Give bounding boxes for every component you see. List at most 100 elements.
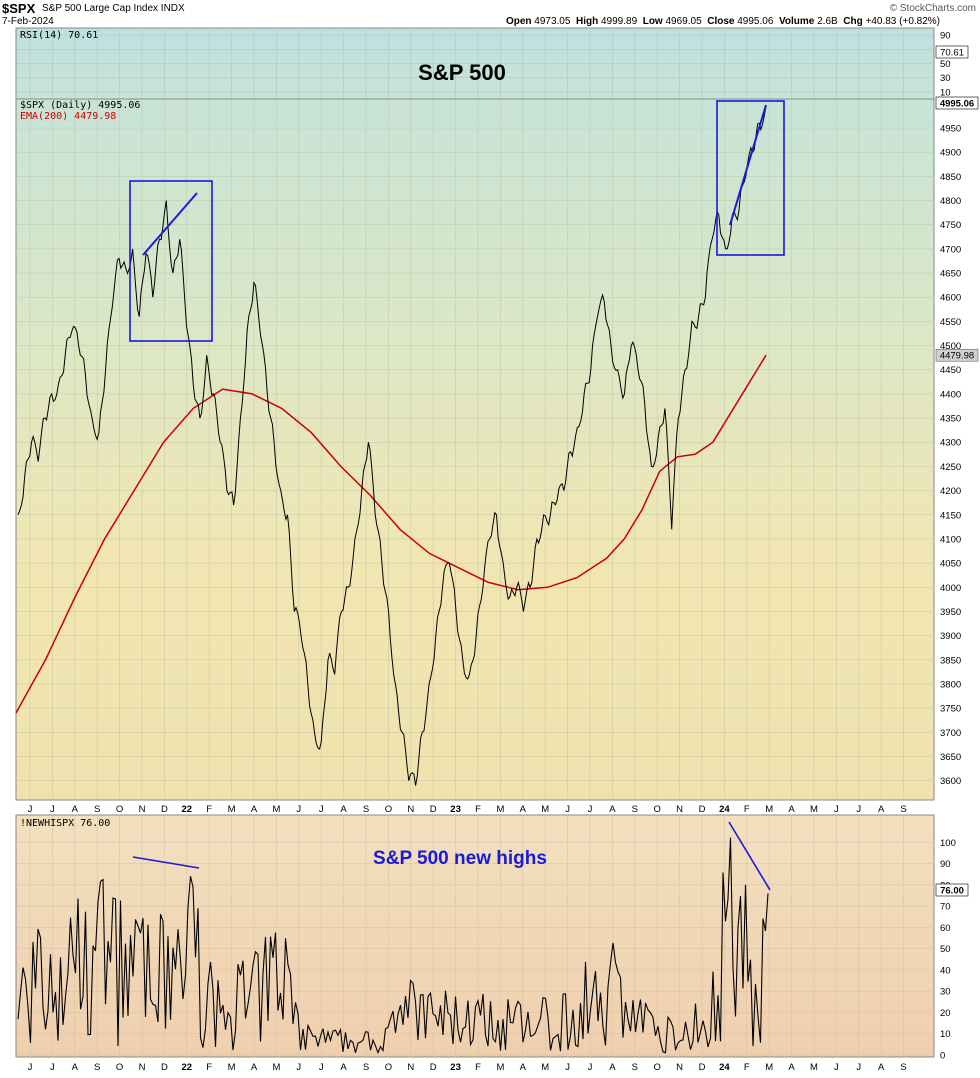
new-highs-x-tick: O [654,1062,661,1073]
rsi-y-tick: 10 [940,87,951,98]
new-highs-legend: !NEWHISPX 76.00 [20,818,110,829]
ema-legend: EMA(200) 4479.98 [20,111,116,122]
new-highs-x-tick: A [340,1062,347,1073]
last-price-box [935,96,979,110]
new-highs-x-tick: M [272,1062,280,1073]
new-highs-x-tick: J [856,1062,861,1073]
new-highs-y-tick: 40 [940,965,951,976]
price-y-tick: 4150 [940,510,961,521]
price-x-tick: M [765,804,773,815]
price-x-tick: D [430,804,437,815]
annotation-trendline-2021 [142,192,198,256]
price-x-tick: S [632,804,638,815]
volume-label: Volume [778,16,815,27]
rsi-y-tick: 90 [940,31,951,42]
price-x-tick: J [834,804,839,815]
new-highs-x-tick: 24 [719,1062,730,1073]
new-highs-x-tick: J [319,1062,324,1073]
new-highs-y-tick: 10 [940,1029,951,1040]
new-highs-x-tick: A [520,1062,527,1073]
price-y-tick: 4200 [940,486,961,497]
new-highs-y-tick: 90 [940,859,951,870]
last-price-label: 4995.06 [940,99,974,110]
new-highs-x-tick: M [496,1062,504,1073]
price-y-tick: 4900 [940,148,961,159]
last-ema-label: 4479.98 [940,351,974,362]
ema-200-line [15,354,767,714]
new-highs-x-tick: N [676,1062,683,1073]
price-x-tick: A [609,804,616,815]
new-highs-y-tick: 0 [940,1051,945,1062]
chart-date: 7-Feb-2024 [2,16,54,27]
price-x-tick: D [699,804,706,815]
price-x-tick: S [363,804,369,815]
chg-value: +40.83 (+0.82%) [865,16,941,27]
price-x-tick: J [50,804,55,815]
price-y-tick: 4800 [940,196,961,207]
price-x-tick: J [296,804,301,815]
annotation-trendline-2024 [729,104,767,226]
price-x-tick: M [228,804,236,815]
new-highs-x-tick: D [161,1062,168,1073]
rsi-value-box [935,45,969,59]
new-highs-x-tick: A [609,1062,616,1073]
new-highs-x-tick: J [834,1062,839,1073]
price-y-tick: 3600 [940,776,961,787]
price-y-tick: 3650 [940,752,961,763]
price-x-tick: A [251,804,258,815]
price-y-tick: 4100 [940,534,961,545]
price-y-tick: 3900 [940,631,961,642]
price-y-tick: 4700 [940,244,961,255]
rsi-value-label: 70.61 [940,48,964,59]
price-x-tick: N [407,804,414,815]
price-x-axis: J J A S O N D 22 F M A M J J A S O N D 23 F M A M J J A S O N D 24 F M A M J… [28,804,907,815]
rsi-y-tick: 50 [940,59,951,70]
price-y-tick: 3850 [940,655,961,666]
new-highs-value-box [935,883,969,897]
new-highs-x-tick: M [541,1062,549,1073]
rsi-legend: RSI(14) 70.61 [20,30,98,41]
new-highs-x-tick: F [744,1062,750,1073]
price-x-tick: A [878,804,885,815]
sp500-title-annotation: S&P 500 [418,60,506,85]
price-x-tick: O [385,804,392,815]
price-x-tick: J [565,804,570,815]
new-highs-x-tick: M [228,1062,236,1073]
price-y-tick: 4050 [940,559,961,570]
price-y-tick: 4850 [940,172,961,183]
rsi-y-tick: 30 [940,73,951,84]
new-highs-x-tick: F [475,1062,481,1073]
price-y-tick: 3750 [940,704,961,715]
price-x-tick: S [900,804,906,815]
price-x-tick: O [116,804,123,815]
price-x-tick: O [654,804,661,815]
price-grid [16,99,934,800]
new-highs-x-tick: 23 [450,1062,461,1073]
price-panel-bg [15,98,935,801]
price-x-tick: J [856,804,861,815]
high-label: High [576,16,599,27]
low-label: Low [642,16,663,27]
price-line [17,106,767,786]
new-highs-line [17,837,769,1055]
new-highs-x-tick: A [788,1062,795,1073]
new-highs-x-tick: 22 [182,1062,193,1073]
new-highs-x-tick: A [251,1062,258,1073]
price-x-tick: M [272,804,280,815]
new-highs-y-tick: 100 [940,838,956,849]
low-value: 4969.05 [665,16,702,27]
price-x-tick: A [340,804,347,815]
price-legend: $SPX (Daily) 4995.06 [20,100,140,111]
new-highs-x-tick: S [632,1062,638,1073]
price-x-tick: 23 [450,804,461,815]
price-x-tick: M [810,804,818,815]
price-y-tick: 3800 [940,679,961,690]
last-ema-box [935,348,979,362]
price-x-tick: J [28,804,33,815]
close-value: 4995.06 [737,16,774,27]
price-y-tick: 4250 [940,462,961,473]
price-x-tick: 22 [182,804,193,815]
price-y-tick: 4500 [940,341,961,352]
price-x-tick: A [72,804,79,815]
new-highs-x-tick: J [50,1062,55,1073]
